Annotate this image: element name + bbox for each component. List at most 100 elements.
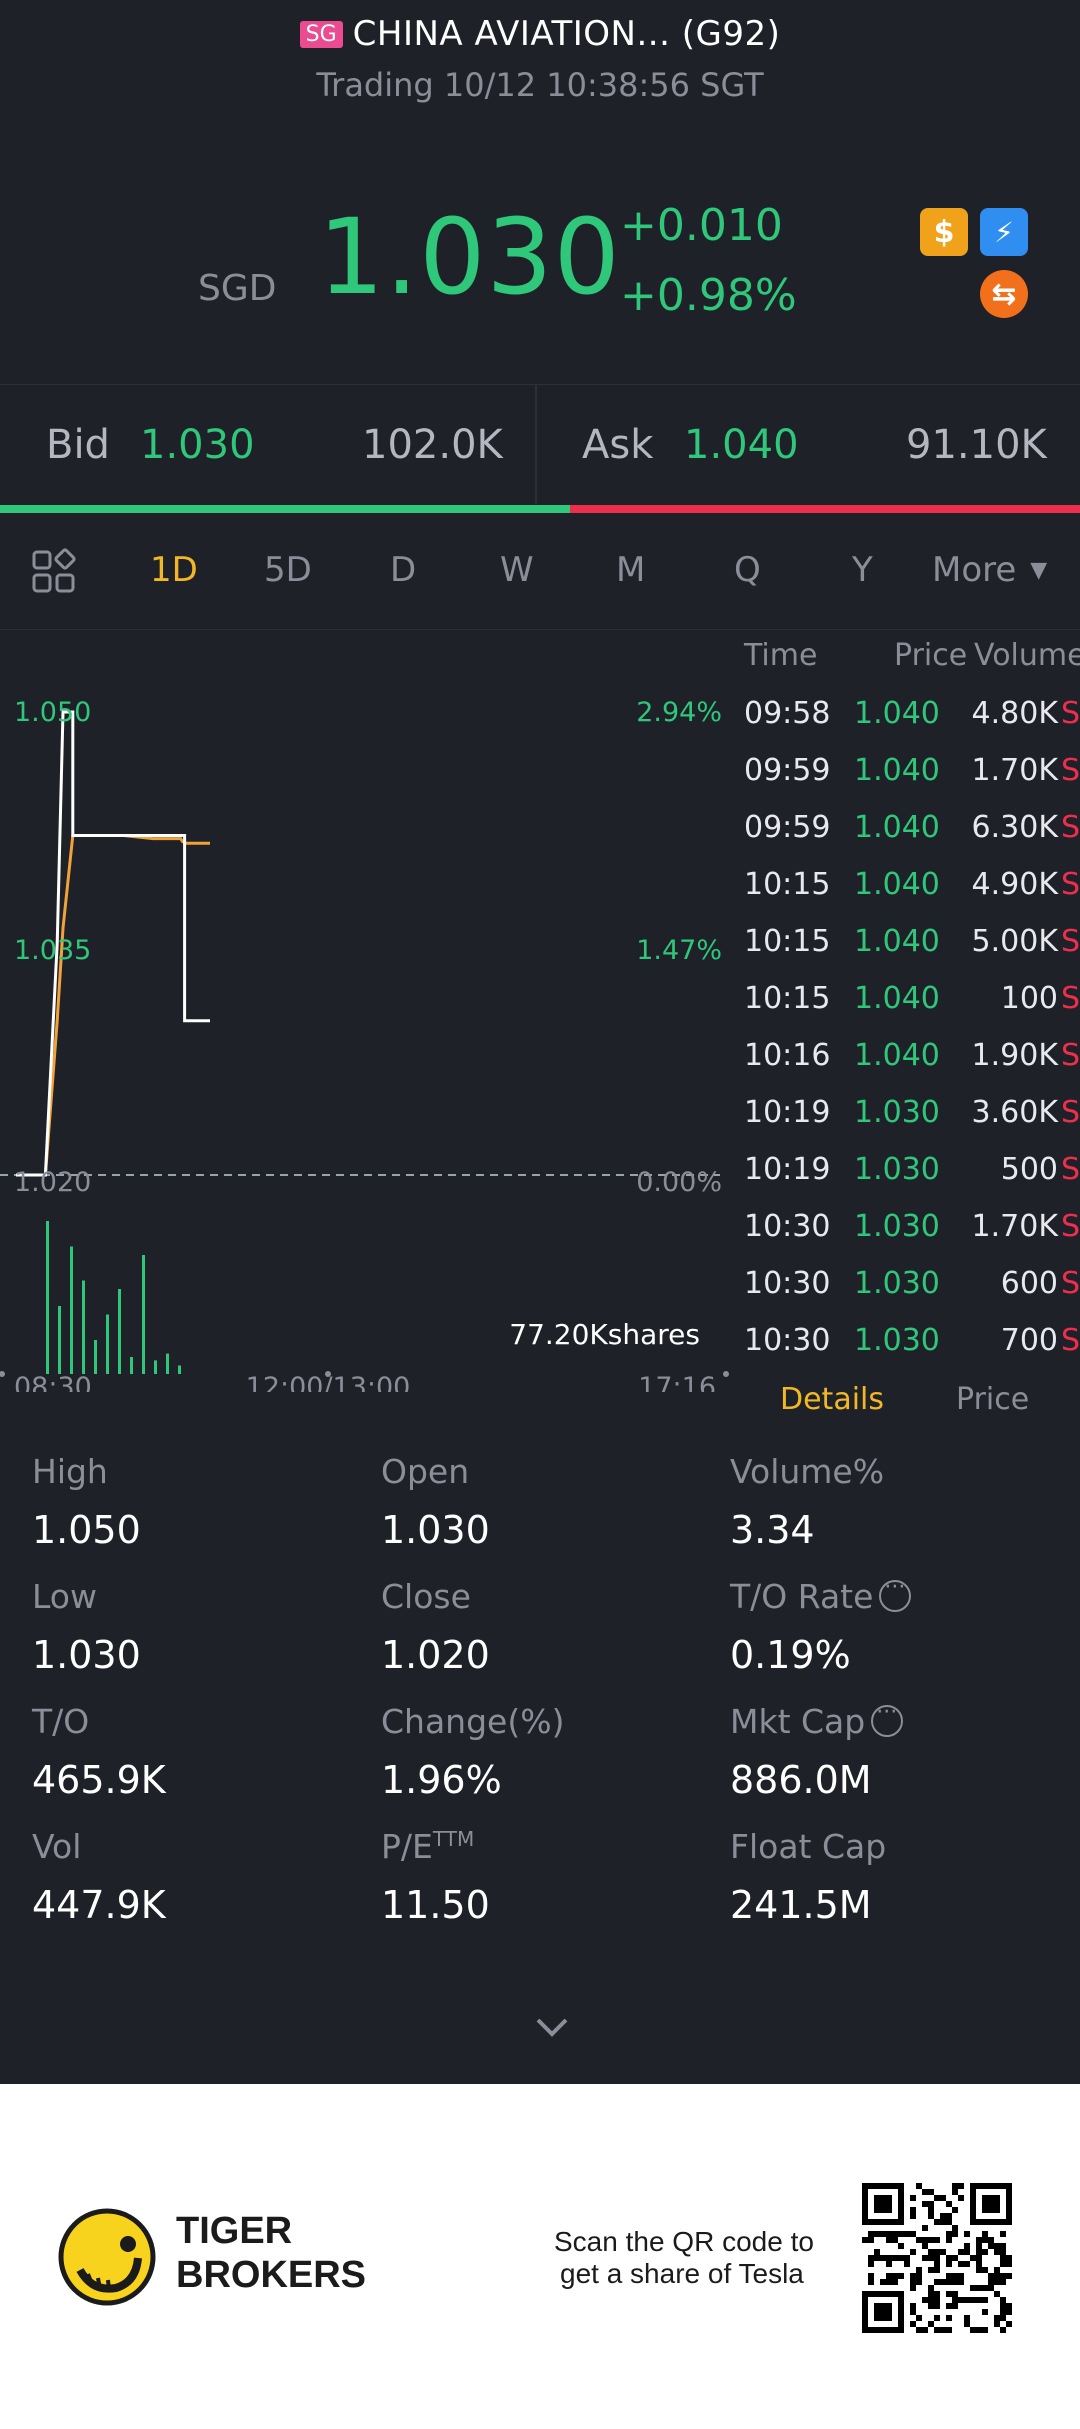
bid-price: 1.030 [140, 422, 255, 468]
y-label-high: 1.050 [14, 697, 91, 728]
stat-label-text: Close [381, 1577, 471, 1616]
trade-volume: 4.80K [971, 696, 1058, 731]
trade-time: 10:15 [744, 924, 831, 959]
trading-status: Trading 10/12 10:38:56 SGT [316, 66, 764, 104]
stat-label: P/ETTM [381, 1827, 474, 1866]
trade-price: 1.040 [854, 981, 940, 1016]
trade-time: 10:30 [744, 1209, 831, 1244]
trade-side: S [1060, 753, 1080, 788]
dollar-icon[interactable]: $ [920, 208, 968, 256]
stat-label: Close [381, 1577, 471, 1616]
stat-value: 241.5M [730, 1883, 872, 1927]
volume-bar [70, 1246, 73, 1374]
tab-d[interactable]: D [390, 550, 417, 590]
bid-volume: 102.0K [362, 422, 503, 468]
trade-volume: 6.30K [971, 810, 1058, 845]
stat-value: 1.030 [381, 1508, 490, 1552]
flash-icon[interactable]: ⚡ [980, 208, 1028, 256]
promo-text-line2: get a share of Tesla [560, 2258, 804, 2289]
trade-time: 10:30 [744, 1266, 831, 1301]
y-label-low: 1.020 [14, 1167, 91, 1198]
volume-bar [46, 1221, 49, 1374]
y-pct-low: 0.00% [636, 1167, 722, 1198]
stat-value: 886.0M [730, 1758, 872, 1802]
trade-time: 10:15 [744, 981, 831, 1016]
price-change: +0.010 [620, 200, 783, 251]
tab-more[interactable]: More ▼ [932, 550, 1047, 590]
stat-label: Vol [32, 1827, 81, 1866]
trade-volume: 700 [1000, 1323, 1058, 1358]
tab-q[interactable]: Q [734, 550, 761, 590]
period-tab-bar [0, 520, 1080, 630]
trade-time: 10:15 [744, 867, 831, 902]
stat-label-text: Change(%) [381, 1702, 565, 1741]
trade-row: 10:30 1.030 1.70K S [744, 1209, 1080, 1266]
volume-bar [58, 1306, 61, 1374]
market-badge: SG [299, 20, 343, 48]
tab-more-label: More [932, 550, 1017, 590]
intraday-chart[interactable]: 1.050 1.035 1.020 2.94% 1.47% 0.00% 77.2… [0, 632, 730, 1392]
stat-value: 3.34 [730, 1508, 815, 1552]
price-line [16, 710, 210, 1177]
trade-row: 10:15 1.040 4.90K S [744, 867, 1080, 924]
stat-label: Mkt Cap [730, 1700, 904, 1741]
tab-y[interactable]: Y [852, 550, 873, 590]
stat-value: 0.19% [730, 1633, 851, 1677]
x-label-open: 08:30 [14, 1372, 92, 1392]
trade-side: S [1060, 1038, 1080, 1073]
trade-time: 09:59 [744, 753, 831, 788]
trade-row: 10:15 1.040 100 S [744, 981, 1080, 1038]
ask-volume: 91.10K [906, 422, 1047, 468]
trade-time: 10:30 [744, 1323, 831, 1358]
qr-code-icon[interactable] [862, 2183, 1012, 2333]
bid-label: Bid [46, 422, 110, 468]
trades-header-time: Time [744, 638, 818, 673]
grid-icon[interactable] [32, 548, 78, 594]
axis-dot-mid [325, 1371, 331, 1377]
stat-label: Low [32, 1577, 97, 1616]
tab-w[interactable]: W [500, 550, 534, 590]
stat-label-text: Vol [32, 1827, 82, 1866]
trade-row: 10:30 1.030 700 S [744, 1323, 1080, 1380]
volume-bar [106, 1314, 109, 1374]
trade-price: 1.040 [854, 810, 940, 845]
trade-side: S [1060, 696, 1080, 731]
average-price-line [16, 834, 210, 1177]
tab-1d[interactable]: 1D [150, 550, 198, 590]
stat-label: Change(%) [381, 1702, 564, 1741]
trade-side: S [1060, 1266, 1080, 1301]
tab-5d[interactable]: 5D [264, 550, 312, 590]
y-pct-mid: 1.47% [636, 935, 722, 966]
tab-details[interactable]: Details [780, 1382, 885, 1417]
more-info-icon[interactable] [871, 1700, 904, 1737]
trade-row: 10:19 1.030 500 S [744, 1152, 1080, 1209]
trade-price: 1.030 [854, 1323, 940, 1358]
chevron-down-icon[interactable] [532, 2012, 572, 2042]
swap-icon[interactable]: ⇆ [980, 270, 1028, 318]
trade-volume: 100 [1000, 981, 1058, 1016]
stat-value: 1.050 [32, 1508, 141, 1552]
trade-price: 1.040 [854, 1038, 940, 1073]
stat-value: 1.96% [381, 1758, 502, 1802]
trade-price: 1.040 [854, 753, 940, 788]
tab-price[interactable]: Price [956, 1382, 1030, 1417]
trade-price: 1.040 [854, 924, 940, 959]
stat-label-text: Float Cap [730, 1827, 887, 1866]
tab-m[interactable]: M [616, 550, 646, 590]
trade-price: 1.030 [854, 1266, 940, 1301]
promo-text-line1: Scan the QR code to [554, 2226, 814, 2257]
trade-price: 1.030 [854, 1095, 940, 1130]
stock-title[interactable]: CHINA AVIATION... (G92) [352, 14, 781, 54]
volume-bar [82, 1280, 85, 1374]
trade-side: S [1060, 1152, 1080, 1187]
volume-total-label: 77.20Kshares [509, 1318, 700, 1351]
trade-row: 09:59 1.040 6.30K S [744, 810, 1080, 867]
stat-label-text: High [32, 1452, 108, 1491]
stat-value: 1.030 [32, 1633, 141, 1677]
trade-price: 1.040 [854, 696, 940, 731]
trade-time: 10:19 [744, 1095, 831, 1130]
more-info-icon[interactable] [879, 1575, 912, 1612]
trade-time: 09:59 [744, 810, 831, 845]
tiger-logo-icon [58, 2208, 156, 2306]
volume-bar [166, 1353, 169, 1374]
